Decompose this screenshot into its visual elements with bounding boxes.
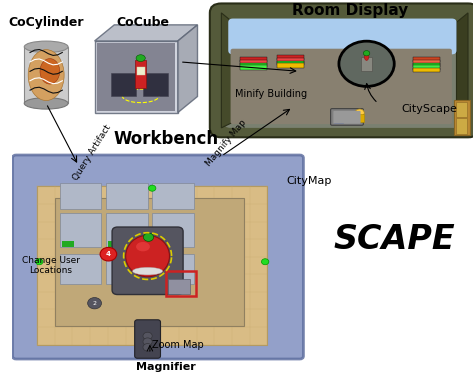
Bar — [106, 254, 147, 284]
FancyBboxPatch shape — [224, 26, 464, 128]
Ellipse shape — [144, 233, 154, 241]
Text: CityScape: CityScape — [401, 104, 457, 114]
Circle shape — [88, 298, 101, 309]
Circle shape — [36, 259, 43, 265]
Bar — [413, 68, 440, 73]
Ellipse shape — [40, 59, 60, 84]
Bar — [60, 182, 101, 209]
Bar — [97, 43, 174, 111]
Bar — [454, 100, 470, 135]
Bar — [106, 182, 147, 209]
Polygon shape — [456, 13, 468, 128]
Bar — [60, 254, 101, 284]
Text: Change User
Locations: Change User Locations — [22, 256, 80, 275]
Circle shape — [143, 332, 152, 340]
Text: CoCylinder: CoCylinder — [9, 16, 84, 29]
Polygon shape — [178, 25, 198, 112]
Bar — [60, 213, 101, 247]
Text: Zoom Map: Zoom Map — [152, 340, 203, 350]
Text: Room Display: Room Display — [292, 3, 409, 19]
Text: CityMap: CityMap — [286, 176, 331, 186]
Circle shape — [143, 344, 152, 351]
Ellipse shape — [24, 41, 68, 52]
Bar — [37, 186, 267, 345]
Bar — [413, 65, 440, 70]
Bar — [152, 213, 194, 247]
Bar — [152, 182, 194, 209]
Ellipse shape — [24, 98, 68, 109]
Bar — [413, 60, 440, 65]
FancyBboxPatch shape — [333, 111, 361, 124]
Polygon shape — [95, 25, 198, 41]
Circle shape — [100, 247, 117, 261]
Text: SCAPE: SCAPE — [333, 223, 455, 256]
Ellipse shape — [133, 268, 163, 275]
Bar — [355, 114, 365, 122]
Bar — [456, 102, 467, 117]
Text: Query Artifact: Query Artifact — [72, 123, 113, 182]
Bar — [24, 47, 68, 103]
Text: 4: 4 — [106, 251, 111, 257]
Bar — [240, 63, 267, 67]
Bar — [240, 60, 267, 65]
Circle shape — [262, 259, 269, 265]
Bar — [413, 57, 440, 62]
Circle shape — [335, 111, 343, 118]
Bar — [137, 67, 145, 75]
Circle shape — [339, 41, 394, 86]
FancyBboxPatch shape — [12, 155, 303, 359]
Circle shape — [148, 185, 156, 191]
Bar — [277, 58, 304, 63]
Bar — [55, 198, 245, 326]
Text: Magnifier: Magnifier — [136, 361, 196, 372]
FancyBboxPatch shape — [210, 3, 474, 137]
Bar — [166, 271, 196, 296]
Circle shape — [143, 338, 152, 345]
Ellipse shape — [126, 235, 170, 277]
Polygon shape — [221, 13, 233, 128]
FancyBboxPatch shape — [228, 19, 456, 54]
Bar — [135, 60, 146, 88]
Ellipse shape — [136, 242, 150, 251]
Bar — [106, 213, 147, 247]
Text: Minify Building: Minify Building — [235, 89, 307, 99]
Text: 2: 2 — [92, 301, 97, 306]
Bar — [62, 241, 74, 247]
Bar — [456, 119, 467, 133]
Bar — [240, 57, 267, 62]
Bar — [413, 63, 440, 67]
Bar — [111, 73, 136, 96]
Bar — [168, 279, 191, 294]
FancyBboxPatch shape — [135, 320, 161, 358]
Bar — [143, 73, 168, 96]
Bar — [152, 254, 194, 284]
Ellipse shape — [28, 50, 64, 101]
Bar — [277, 63, 304, 68]
Circle shape — [355, 109, 365, 117]
Bar — [109, 241, 120, 247]
FancyBboxPatch shape — [112, 227, 183, 294]
Text: Workbench: Workbench — [113, 130, 219, 148]
Polygon shape — [95, 41, 178, 112]
Bar — [277, 61, 304, 65]
Ellipse shape — [136, 55, 146, 62]
Text: CoCube: CoCube — [117, 16, 170, 29]
Bar — [240, 65, 267, 70]
Circle shape — [364, 51, 370, 56]
Text: Magnify Map: Magnify Map — [204, 118, 248, 168]
Bar — [361, 57, 372, 71]
FancyBboxPatch shape — [331, 109, 364, 125]
Bar — [334, 116, 343, 123]
FancyBboxPatch shape — [230, 49, 452, 124]
Bar — [277, 55, 304, 60]
Ellipse shape — [365, 52, 369, 60]
